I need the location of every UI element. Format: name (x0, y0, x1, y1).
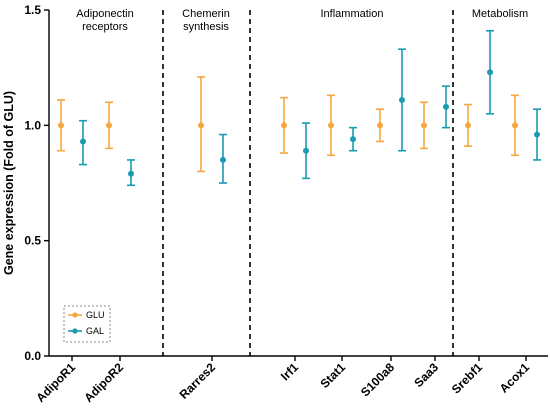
mean-marker (421, 122, 427, 129)
group-label: Adiponectin receptors (76, 8, 134, 33)
mean-marker (512, 122, 518, 129)
point-glu-srebf1 (464, 103, 472, 147)
group-label: Metabolism (472, 8, 528, 20)
axes (48, 10, 548, 357)
x-tick-label-adipor2: AdipoR2 (81, 360, 126, 405)
mean-marker (106, 122, 112, 129)
legend-item-glu: GLU (68, 310, 105, 320)
point-glu-adipor1 (57, 99, 65, 152)
point-glu-s100a8 (376, 108, 384, 143)
point-gal-rarres2 (219, 133, 227, 184)
y-tick-label: 1.5 (24, 3, 41, 17)
x-tick-label-irf1: Irf1 (278, 360, 301, 383)
x-tick-label-rarres2: Rarres2 (177, 360, 219, 402)
y-ticks: 0.0 0.5 1.0 1.5 (24, 3, 49, 363)
group-labels: Adiponectin receptors Chemerin synthesis Inf… (76, 8, 528, 33)
mean-marker (128, 170, 134, 177)
point-glu-adipor2 (105, 101, 113, 150)
point-gal-acox1 (533, 108, 541, 161)
data-points (57, 29, 541, 187)
point-glu-saa3 (420, 101, 428, 150)
mean-marker (80, 138, 86, 145)
group-label: Inflammation (321, 8, 384, 20)
x-tick-label-s100a8: S100a8 (358, 360, 397, 399)
point-glu-irf1 (280, 96, 288, 154)
mean-marker (198, 122, 204, 129)
x-tick-label-stat1: Stat1 (317, 360, 348, 391)
legend-label: GAL (86, 326, 104, 336)
point-gal-adipor2 (127, 159, 135, 187)
legend: GLU GAL (63, 305, 111, 343)
group-label: Chemerin synthesis (182, 8, 230, 33)
y-tick-label: 0.5 (24, 234, 41, 248)
point-gal-adipor1 (79, 119, 87, 166)
legend-label: GLU (86, 310, 105, 320)
point-gal-saa3 (442, 85, 450, 129)
point-gal-s100a8 (398, 48, 406, 152)
mean-marker (303, 147, 309, 154)
mean-marker (58, 122, 64, 129)
x-tick-label-acox1: Acox1 (497, 360, 533, 396)
x-tick-label-saa3: Saa3 (411, 360, 441, 390)
mean-marker (350, 136, 356, 143)
point-glu-rarres2 (197, 76, 205, 173)
mean-marker (487, 69, 493, 76)
x-tick-label-adipor1: AdipoR1 (33, 360, 78, 405)
legend-box (63, 305, 111, 343)
point-gal-srebf1 (486, 29, 494, 115)
mean-marker (534, 131, 540, 138)
mean-marker (377, 122, 383, 129)
mean-marker (399, 96, 405, 103)
group-dividers (162, 10, 454, 356)
y-axis-title: Gene expression (Fold of GLU) (2, 91, 16, 275)
legend-item-gal: GAL (68, 326, 104, 336)
mean-marker (220, 156, 226, 163)
point-gal-irf1 (302, 122, 310, 180)
point-glu-acox1 (511, 94, 519, 157)
y-tick-label: 1.0 (24, 118, 41, 132)
mean-marker (328, 122, 334, 129)
x-tick-label-srebf1: Srebf1 (449, 360, 486, 397)
legend-marker (72, 312, 78, 318)
y-tick-label: 0.0 (24, 349, 41, 363)
mean-marker (281, 122, 287, 129)
mean-marker (443, 103, 449, 110)
mean-marker (465, 122, 471, 129)
x-ticks: AdipoR1 AdipoR2 Rarres2 Irf1 Stat1 S100a8 Saa3… (33, 356, 532, 405)
legend-marker (72, 328, 78, 334)
point-gal-stat1 (349, 126, 357, 152)
point-glu-stat1 (327, 94, 335, 157)
